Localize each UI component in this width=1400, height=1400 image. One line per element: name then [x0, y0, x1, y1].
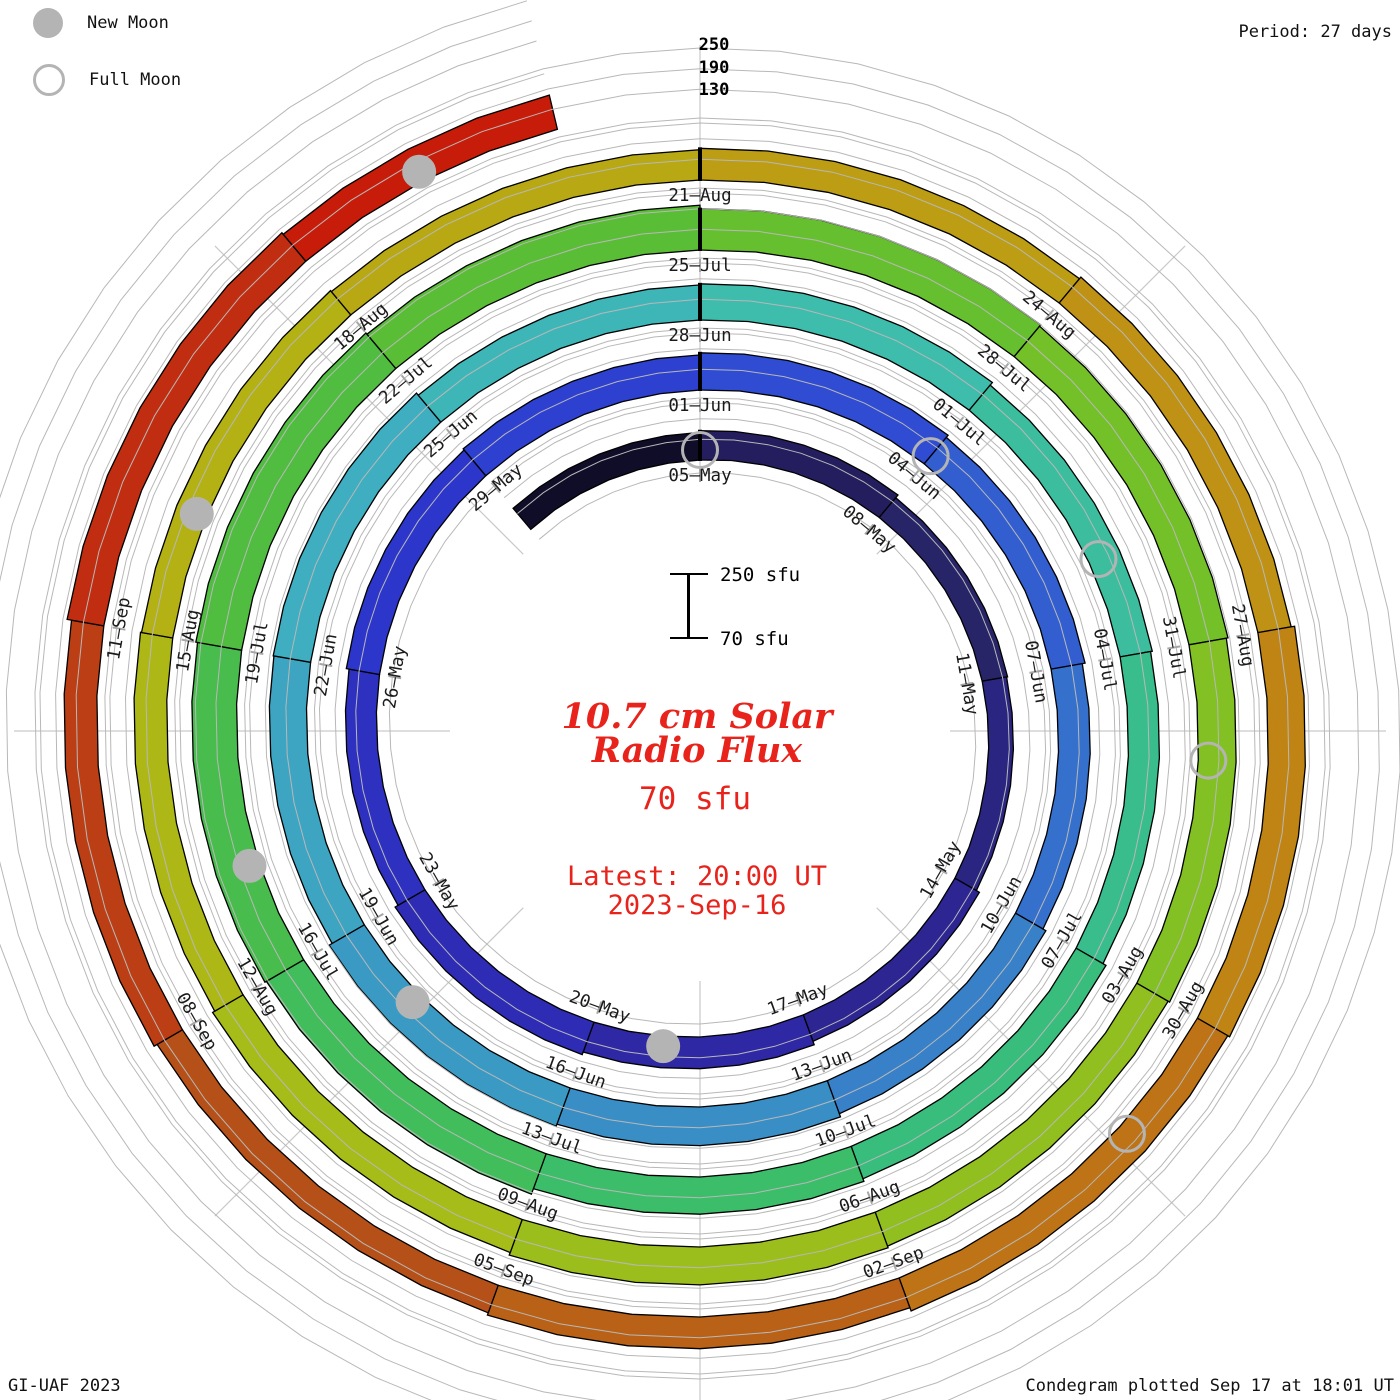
latest-line2: 2023-Sep-16: [607, 890, 787, 921]
new-moon-marker-19-May: [646, 1029, 681, 1064]
flux-bar-07-Jun: [1014, 662, 1091, 930]
label-guide-spiral: [39, 73, 1326, 1375]
date-label-05-May: 05–May: [668, 466, 731, 486]
chart-title-line2: Radio Flux: [591, 730, 803, 771]
scale-bar-bottom-cap: [670, 637, 708, 639]
radial-axis-130: 130: [698, 80, 730, 100]
new-moon-marker-15-Sep: [402, 154, 437, 189]
date-label-01-Jun: 01–Jun: [668, 396, 731, 416]
chart-title-line1: 10.7 cm Solar: [561, 696, 833, 737]
full-moon-marker-05-May: [681, 431, 719, 469]
new-moon-marker-18-Jun: [395, 985, 430, 1020]
full-moon-label: Full Moon: [89, 70, 182, 90]
plotted-label: Condegram plotted Sep 17 at 18:01 UT: [1025, 1376, 1394, 1396]
gridline-190sfu: [0, 20, 1380, 1400]
full-moon-marker-01-Aug: [1189, 741, 1228, 780]
new-moon-label: New Moon: [87, 13, 169, 33]
gridline-130sfu: [5, 40, 1360, 1400]
radial-axis-190: 190: [698, 58, 730, 78]
new-moon-marker-16-Aug: [179, 496, 214, 531]
latest-annotation: Latest: 20:00 UT 2023-Sep-16: [567, 862, 827, 920]
new-moon-marker-17-Jul: [232, 848, 267, 883]
new-moon-icon: [33, 8, 63, 38]
date-label-28-Jun: 28–Jun: [668, 326, 731, 346]
period-label: Period: 27 days: [1238, 22, 1392, 42]
date-ticks: [112, 189, 1250, 1278]
flux-bars: [63, 94, 1306, 1350]
credit-label: GI-UAF 2023: [8, 1376, 121, 1396]
chart-title: 10.7 cm Solar Radio Flux: [561, 696, 833, 771]
scale-bar-top-label: 250 sfu: [720, 564, 801, 586]
flux-bar-30-Aug: [898, 1017, 1229, 1312]
latest-line1: Latest: 20:00 UT: [566, 861, 828, 892]
date-label-26-May: 26–May: [380, 644, 411, 710]
scale-bar-line: [687, 573, 690, 639]
full-moon-marker-31-Aug: [1107, 1114, 1146, 1153]
current-flux-value: 70 sfu: [639, 781, 751, 817]
legend-full-moon: Full Moon: [33, 64, 181, 96]
date-label-25-Jul: 25–Jul: [668, 256, 731, 276]
date-label-21-Aug: 21–Aug: [668, 186, 731, 206]
scale-bar-bottom-label: 70 sfu: [720, 628, 789, 650]
legend-new-moon: New Moon: [33, 8, 169, 38]
moon-markers: [179, 154, 1228, 1153]
full-moon-marker-03-Jul: [1079, 540, 1118, 579]
radial-axis-250: 250: [698, 35, 730, 55]
scale-bar-top-cap: [670, 573, 708, 575]
full-moon-marker-04-Jun: [911, 437, 950, 476]
full-moon-icon: [33, 64, 65, 96]
